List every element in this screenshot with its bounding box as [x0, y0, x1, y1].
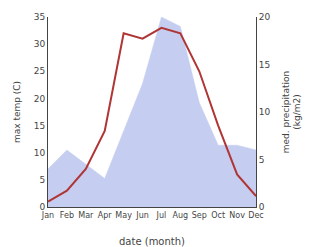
- svg-text:max temp (C): max temp (C): [12, 81, 22, 143]
- svg-text:35: 35: [34, 12, 45, 22]
- svg-text:Jan: Jan: [41, 211, 54, 220]
- svg-text:30: 30: [34, 39, 46, 49]
- svg-text:May: May: [115, 211, 132, 220]
- svg-text:20: 20: [259, 12, 271, 22]
- svg-text:0: 0: [259, 202, 265, 212]
- svg-text:25: 25: [34, 66, 45, 76]
- svg-text:Oct: Oct: [211, 211, 225, 220]
- svg-text:Sep: Sep: [192, 211, 207, 220]
- svg-text:Mar: Mar: [78, 211, 94, 220]
- svg-text:Jul: Jul: [156, 211, 167, 220]
- svg-text:Aug: Aug: [173, 211, 189, 220]
- svg-text:15: 15: [259, 60, 270, 70]
- svg-text:Apr: Apr: [98, 211, 113, 220]
- svg-text:20: 20: [34, 94, 46, 104]
- svg-text:Dec: Dec: [248, 211, 263, 220]
- svg-text:5: 5: [39, 175, 45, 185]
- svg-text:Nov: Nov: [229, 211, 245, 220]
- svg-text:Feb: Feb: [60, 211, 74, 220]
- svg-text:15: 15: [34, 121, 45, 131]
- svg-text:med. precipitation(kg/m2): med. precipitation(kg/m2): [281, 71, 303, 153]
- svg-text:10: 10: [259, 107, 271, 117]
- svg-text:0: 0: [39, 202, 45, 212]
- svg-text:date (month): date (month): [119, 236, 185, 247]
- svg-text:Jun: Jun: [135, 211, 149, 220]
- svg-text:5: 5: [259, 155, 265, 165]
- svg-text:10: 10: [34, 148, 46, 158]
